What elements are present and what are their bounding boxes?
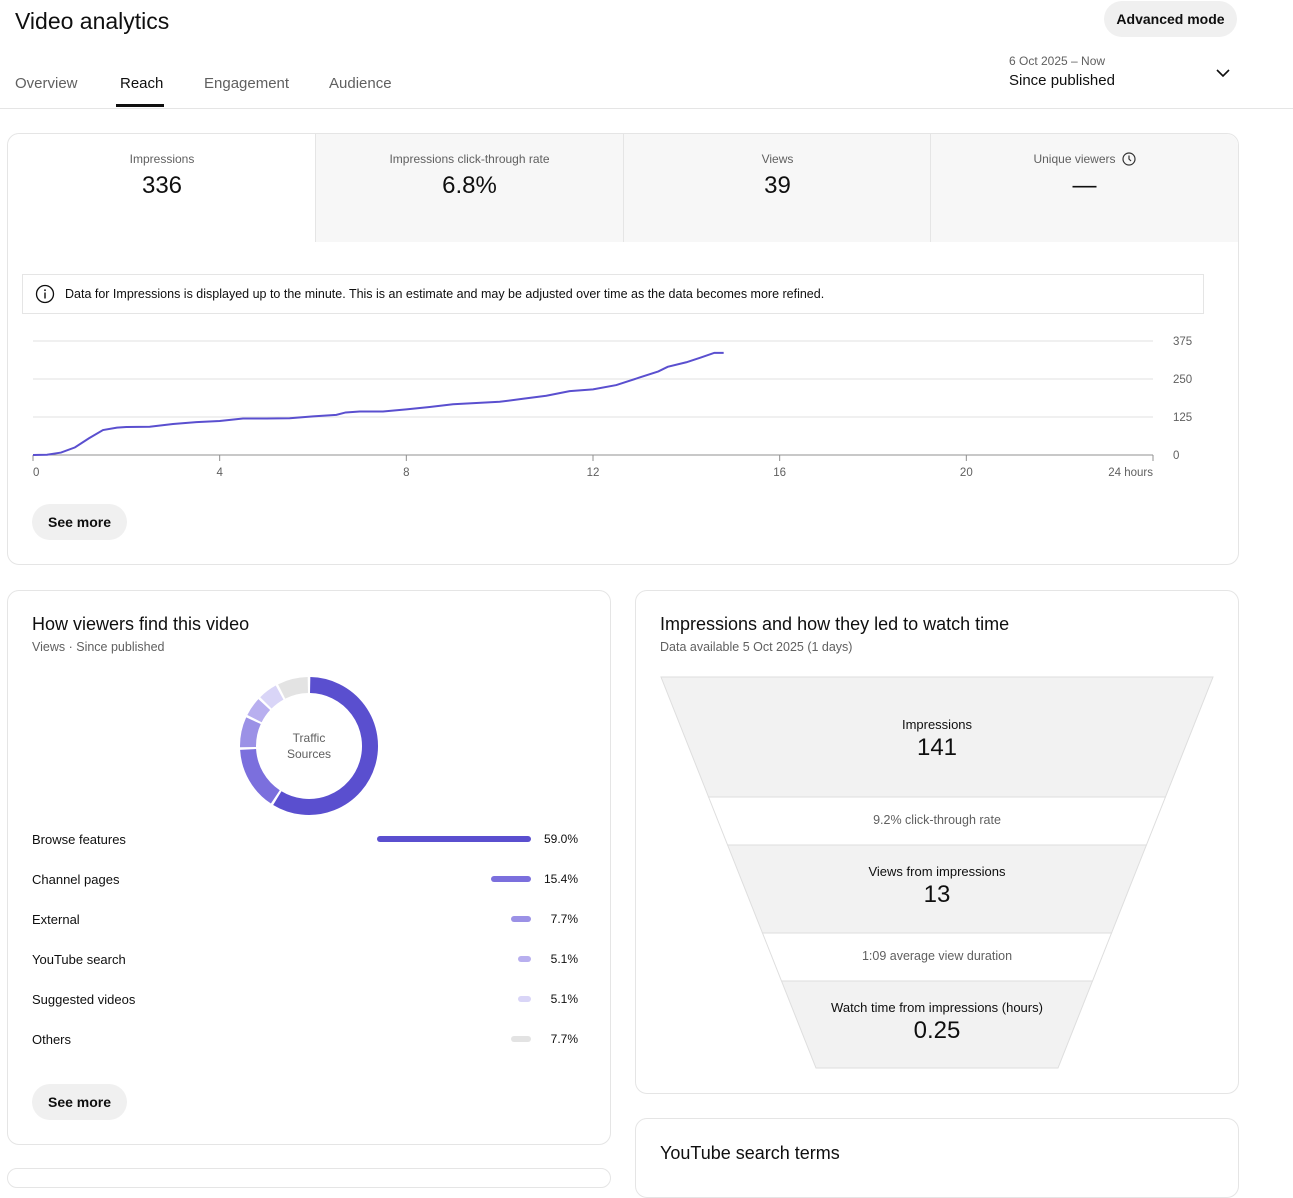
- metric-value: 336: [141, 172, 183, 199]
- card-subtitle: Views · Since published: [32, 640, 165, 654]
- metric-value: 39: [764, 172, 791, 199]
- metric-impressions[interactable]: Impressions 336: [8, 134, 316, 242]
- source-percent: 5.1%: [550, 992, 578, 1006]
- source-name: Browse features: [32, 831, 126, 847]
- y-tick-label: 375: [1173, 336, 1192, 348]
- donut-slice[interactable]: [240, 717, 261, 748]
- donut-slice[interactable]: [278, 677, 309, 699]
- traffic-source-row[interactable]: Suggested videos 5.1%: [32, 989, 578, 1009]
- funnel-band: [780, 980, 1094, 1069]
- source-bar: [517, 956, 531, 962]
- donut-label-line: Traffic: [292, 731, 326, 745]
- source-bar: [517, 996, 531, 1002]
- tab-overview[interactable]: Overview: [15, 75, 78, 92]
- advanced-mode-button[interactable]: Advanced mode: [1104, 1, 1237, 37]
- traffic-donut-chart: [240, 677, 378, 815]
- traffic-source-row[interactable]: YouTube search 5.1%: [32, 949, 578, 969]
- funnel-value: 0.25: [913, 1017, 961, 1044]
- tab-audience[interactable]: Audience: [329, 75, 392, 92]
- donut-center-label: Traffic Sources: [259, 730, 359, 762]
- traffic-source-row[interactable]: Channel pages 15.4%: [32, 869, 578, 889]
- metric-label: Unique viewers: [1033, 152, 1116, 166]
- donut-slice[interactable]: [240, 748, 281, 804]
- y-tick-label: 250: [1173, 374, 1192, 386]
- card-subtitle: Data available 5 Oct 2025 (1 days): [660, 640, 853, 654]
- funnel-value: 13: [923, 881, 951, 908]
- source-name: Others: [32, 1031, 72, 1047]
- metric-label: Impressions: [129, 152, 195, 166]
- funnel-label: Impressions: [901, 717, 973, 732]
- source-name: YouTube search: [32, 951, 126, 967]
- source-name: External: [32, 911, 80, 927]
- metric-label: Views: [761, 152, 794, 166]
- donut-slice[interactable]: [247, 699, 271, 723]
- funnel-impressions: Impressions 141: [661, 717, 1213, 762]
- impressions-line-chart: 0 125 250 375 0 4 8 12 16 20 24 hours: [32, 336, 1192, 479]
- page-title: Video analytics: [15, 8, 170, 34]
- source-name: Channel pages: [32, 871, 120, 887]
- metric-label: Impressions click-through rate: [389, 152, 550, 166]
- source-percent: 15.4%: [543, 872, 578, 886]
- tab-reach[interactable]: Reach: [120, 75, 164, 92]
- metric-value: 6.8%: [442, 172, 497, 199]
- metric-views[interactable]: Views 39: [623, 134, 931, 242]
- donut-label-line: Sources: [286, 747, 332, 761]
- source-name: Suggested videos: [32, 991, 136, 1007]
- source-percent: 7.7%: [550, 912, 578, 926]
- divider: [0, 108, 1293, 109]
- active-tab-indicator: [116, 104, 164, 107]
- x-tick-label: 20: [960, 467, 973, 479]
- funnel-value: 141: [916, 734, 958, 761]
- donut-slice[interactable]: [260, 685, 284, 709]
- x-tick-label: 24 hours: [1108, 467, 1153, 479]
- x-tick-label: 0: [33, 467, 39, 479]
- clock-icon: [1121, 152, 1136, 166]
- donut-slice[interactable]: [273, 677, 378, 815]
- metric-ctr[interactable]: Impressions click-through rate 6.8%: [315, 134, 623, 242]
- x-tick-label: 12: [587, 467, 600, 479]
- traffic-source-row[interactable]: Browse features 59.0%: [32, 829, 578, 849]
- notice-text: Data for Impressions is displayed up to …: [65, 287, 825, 301]
- period-selector[interactable]: Since published: [1009, 72, 1115, 89]
- y-tick-label: 0: [1173, 450, 1179, 462]
- card-title: Impressions and how they led to watch ti…: [660, 614, 1010, 634]
- source-bar: [490, 876, 531, 882]
- impressions-line: [32, 351, 724, 456]
- source-bar: [510, 916, 531, 922]
- info-icon: [35, 284, 55, 304]
- funnel-ctr: 9.2% click-through rate: [873, 813, 1001, 827]
- y-tick-label: 125: [1173, 412, 1192, 424]
- date-range[interactable]: 6 Oct 2025 – Now: [1009, 54, 1106, 68]
- next-card: [7, 1168, 611, 1188]
- source-percent: 59.0%: [543, 832, 578, 846]
- info-notice: Data for Impressions is displayed up to …: [22, 274, 1204, 314]
- metric-unique-viewers[interactable]: Unique viewers —: [930, 134, 1238, 242]
- funnel-watch-time: Watch time from impressions (hours) 0.25: [661, 1000, 1213, 1045]
- see-more-button[interactable]: See more: [32, 504, 128, 540]
- traffic-sources-card: [7, 590, 611, 1145]
- source-bar: [377, 836, 531, 842]
- traffic-source-row[interactable]: Others 7.7%: [32, 1029, 578, 1049]
- x-tick-label: 8: [403, 467, 409, 479]
- x-tick-label: 4: [216, 467, 223, 479]
- source-percent: 5.1%: [550, 952, 578, 966]
- funnel-views: Views from impressions 13: [661, 864, 1213, 909]
- see-more-button[interactable]: See more: [32, 1084, 128, 1120]
- card-title: YouTube search terms: [660, 1143, 840, 1163]
- funnel-label: Watch time from impressions (hours): [831, 1000, 1043, 1015]
- x-tick-label: 16: [773, 467, 786, 479]
- card-title: How viewers find this video: [32, 614, 250, 634]
- source-bar: [510, 1036, 531, 1042]
- traffic-source-row[interactable]: External 7.7%: [32, 909, 578, 929]
- tab-engagement[interactable]: Engagement: [204, 75, 290, 92]
- funnel-avd: 1:09 average view duration: [861, 949, 1013, 963]
- source-percent: 7.7%: [550, 1032, 578, 1046]
- metric-value: —: [1072, 172, 1097, 199]
- chevron-down-icon[interactable]: [1214, 64, 1232, 82]
- funnel-label: Views from impressions: [868, 864, 1006, 879]
- funnel-shape: [660, 676, 1214, 1069]
